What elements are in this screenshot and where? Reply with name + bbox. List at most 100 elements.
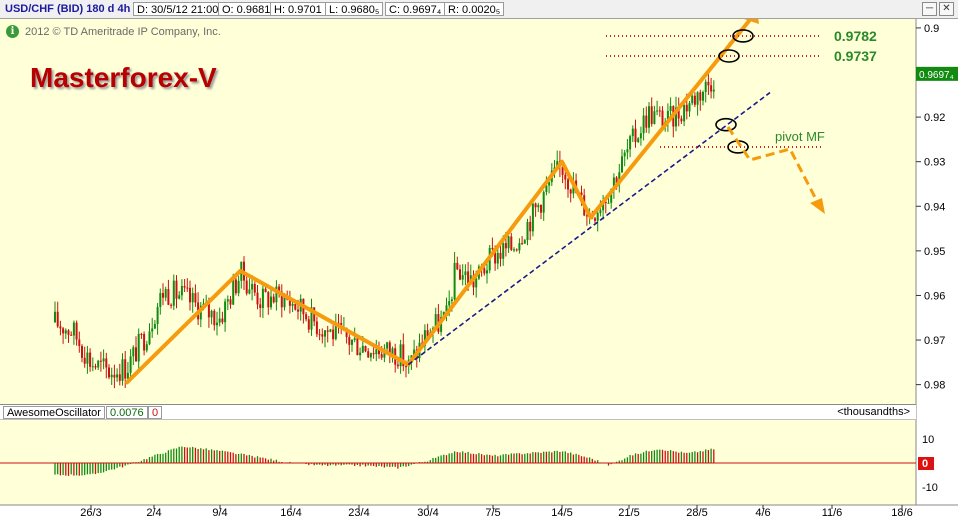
open-field: O: 0.9681	[218, 2, 275, 16]
candle-body-up	[110, 374, 113, 378]
candle-body-up	[464, 271, 467, 276]
date-tick-label: 28/5	[686, 507, 707, 519]
candle-body-down	[326, 330, 329, 332]
candle-body-down	[483, 268, 486, 274]
price-panel-bg	[0, 19, 916, 404]
oscillator-signal-value: 0	[148, 406, 163, 419]
oscillator-tick-label: -10	[922, 482, 938, 494]
price-tick-label: 0.98	[924, 380, 945, 392]
candle-body-up	[386, 342, 389, 349]
oscillator-value: 0.0076	[106, 406, 148, 419]
candle-body-down	[661, 110, 664, 127]
projection-arrow-up	[588, 19, 754, 220]
candle-body-down	[189, 287, 191, 303]
date-tick-label: 14/5	[551, 507, 572, 519]
symbol-label[interactable]: USD/CHF (BID) 180 d 4h	[5, 3, 131, 15]
candle-body-down	[99, 360, 102, 362]
candle-body-up	[137, 333, 140, 362]
candle-body-down	[56, 311, 59, 327]
candle-body-down	[680, 118, 683, 122]
candle-body-up	[602, 201, 605, 211]
minimize-icon[interactable]: ─	[922, 2, 937, 16]
candle-body-up	[486, 270, 488, 274]
candle-body-down	[194, 293, 197, 303]
candle-body-up	[145, 344, 148, 351]
candle-body-down	[256, 292, 259, 305]
info-icon[interactable]: i	[6, 25, 19, 38]
candle-body-down	[264, 288, 267, 293]
date-tick-label: 30/4	[417, 507, 438, 519]
date-axis-bg	[0, 505, 958, 521]
candle-body-up	[153, 324, 156, 329]
candle-body-up	[237, 280, 240, 294]
candle-body-down	[108, 367, 110, 378]
candle-body-up	[618, 172, 621, 185]
candle-body-down	[59, 326, 62, 329]
candle-body-up	[275, 286, 278, 303]
candle-body-up	[178, 295, 181, 299]
low-field: L: 0.9680₅	[325, 2, 384, 16]
wave-pattern-2	[406, 159, 593, 367]
price-axis-bg	[916, 19, 958, 505]
candle-body-up	[129, 356, 132, 373]
candle-body-down	[70, 334, 73, 336]
highlight-ellipse	[715, 117, 737, 132]
support-trendline	[407, 91, 771, 366]
candle-body-up	[218, 318, 221, 323]
candle-body-up	[54, 311, 56, 323]
candle-body-up	[696, 92, 699, 105]
candle-body-up	[691, 95, 694, 104]
candle-body-down	[650, 106, 653, 124]
candle-body-down	[81, 346, 83, 358]
candle-body-up	[270, 296, 272, 308]
highlight-ellipse	[732, 29, 754, 43]
candle-body-up	[704, 81, 707, 92]
highlight-ellipse	[718, 49, 740, 63]
chart-canvas[interactable]: 0.9782 0.9737 pivot MF 0.98 0.97 0.96 0.95 0.9…	[0, 19, 958, 521]
candle-body-up	[291, 303, 294, 306]
close-icon[interactable]: ✕	[939, 2, 954, 16]
candle-body-up	[496, 252, 499, 264]
candle-body-down	[67, 330, 70, 335]
candle-body-up	[132, 347, 135, 357]
candle-body-down	[321, 334, 324, 337]
candle-body-down	[402, 344, 405, 367]
candle-body-down	[118, 374, 121, 381]
date-tick-label: 9/4	[212, 507, 227, 519]
candle-body-down	[367, 351, 370, 358]
price-tick-label: 0.97	[924, 335, 945, 347]
candle-body-up	[126, 372, 129, 379]
oscillator-name[interactable]: AwesomeOscillator	[3, 406, 105, 419]
candle-body-up	[712, 89, 715, 92]
candle-body-up	[413, 349, 416, 356]
candle-body-up	[637, 138, 640, 142]
candle-body-up	[610, 189, 613, 203]
candle-body-up	[513, 249, 515, 251]
candle-body-up	[612, 177, 615, 190]
candle-body-up	[648, 106, 650, 128]
candle-body-up	[445, 305, 448, 312]
candle-body-up	[261, 288, 264, 308]
date-field: D: 30/5/12 21:00	[133, 2, 223, 16]
current-price-tag	[916, 66, 958, 81]
candle-body-down	[504, 243, 507, 249]
candle-body-down	[253, 283, 256, 293]
candle-body-up	[450, 299, 453, 302]
candle-body-down	[356, 338, 359, 356]
price-tick-label: 0.95	[924, 246, 945, 258]
candle-body-up	[72, 322, 75, 336]
scenario-path-down	[726, 126, 822, 208]
date-tick-label: 18/6	[891, 507, 912, 519]
candle-body-up	[653, 111, 656, 124]
candle-body-up	[91, 366, 94, 368]
candle-body-up	[353, 338, 356, 341]
candle-body-down	[89, 352, 92, 367]
candle-body-up	[180, 286, 183, 296]
candle-body-up	[399, 344, 402, 367]
candle-body-up	[232, 279, 235, 305]
wave-pattern-1	[125, 268, 411, 385]
candle-body-up	[97, 360, 100, 368]
candle-body-down	[307, 319, 310, 330]
candle-body-down	[693, 95, 696, 105]
candle-body-down	[585, 215, 588, 217]
